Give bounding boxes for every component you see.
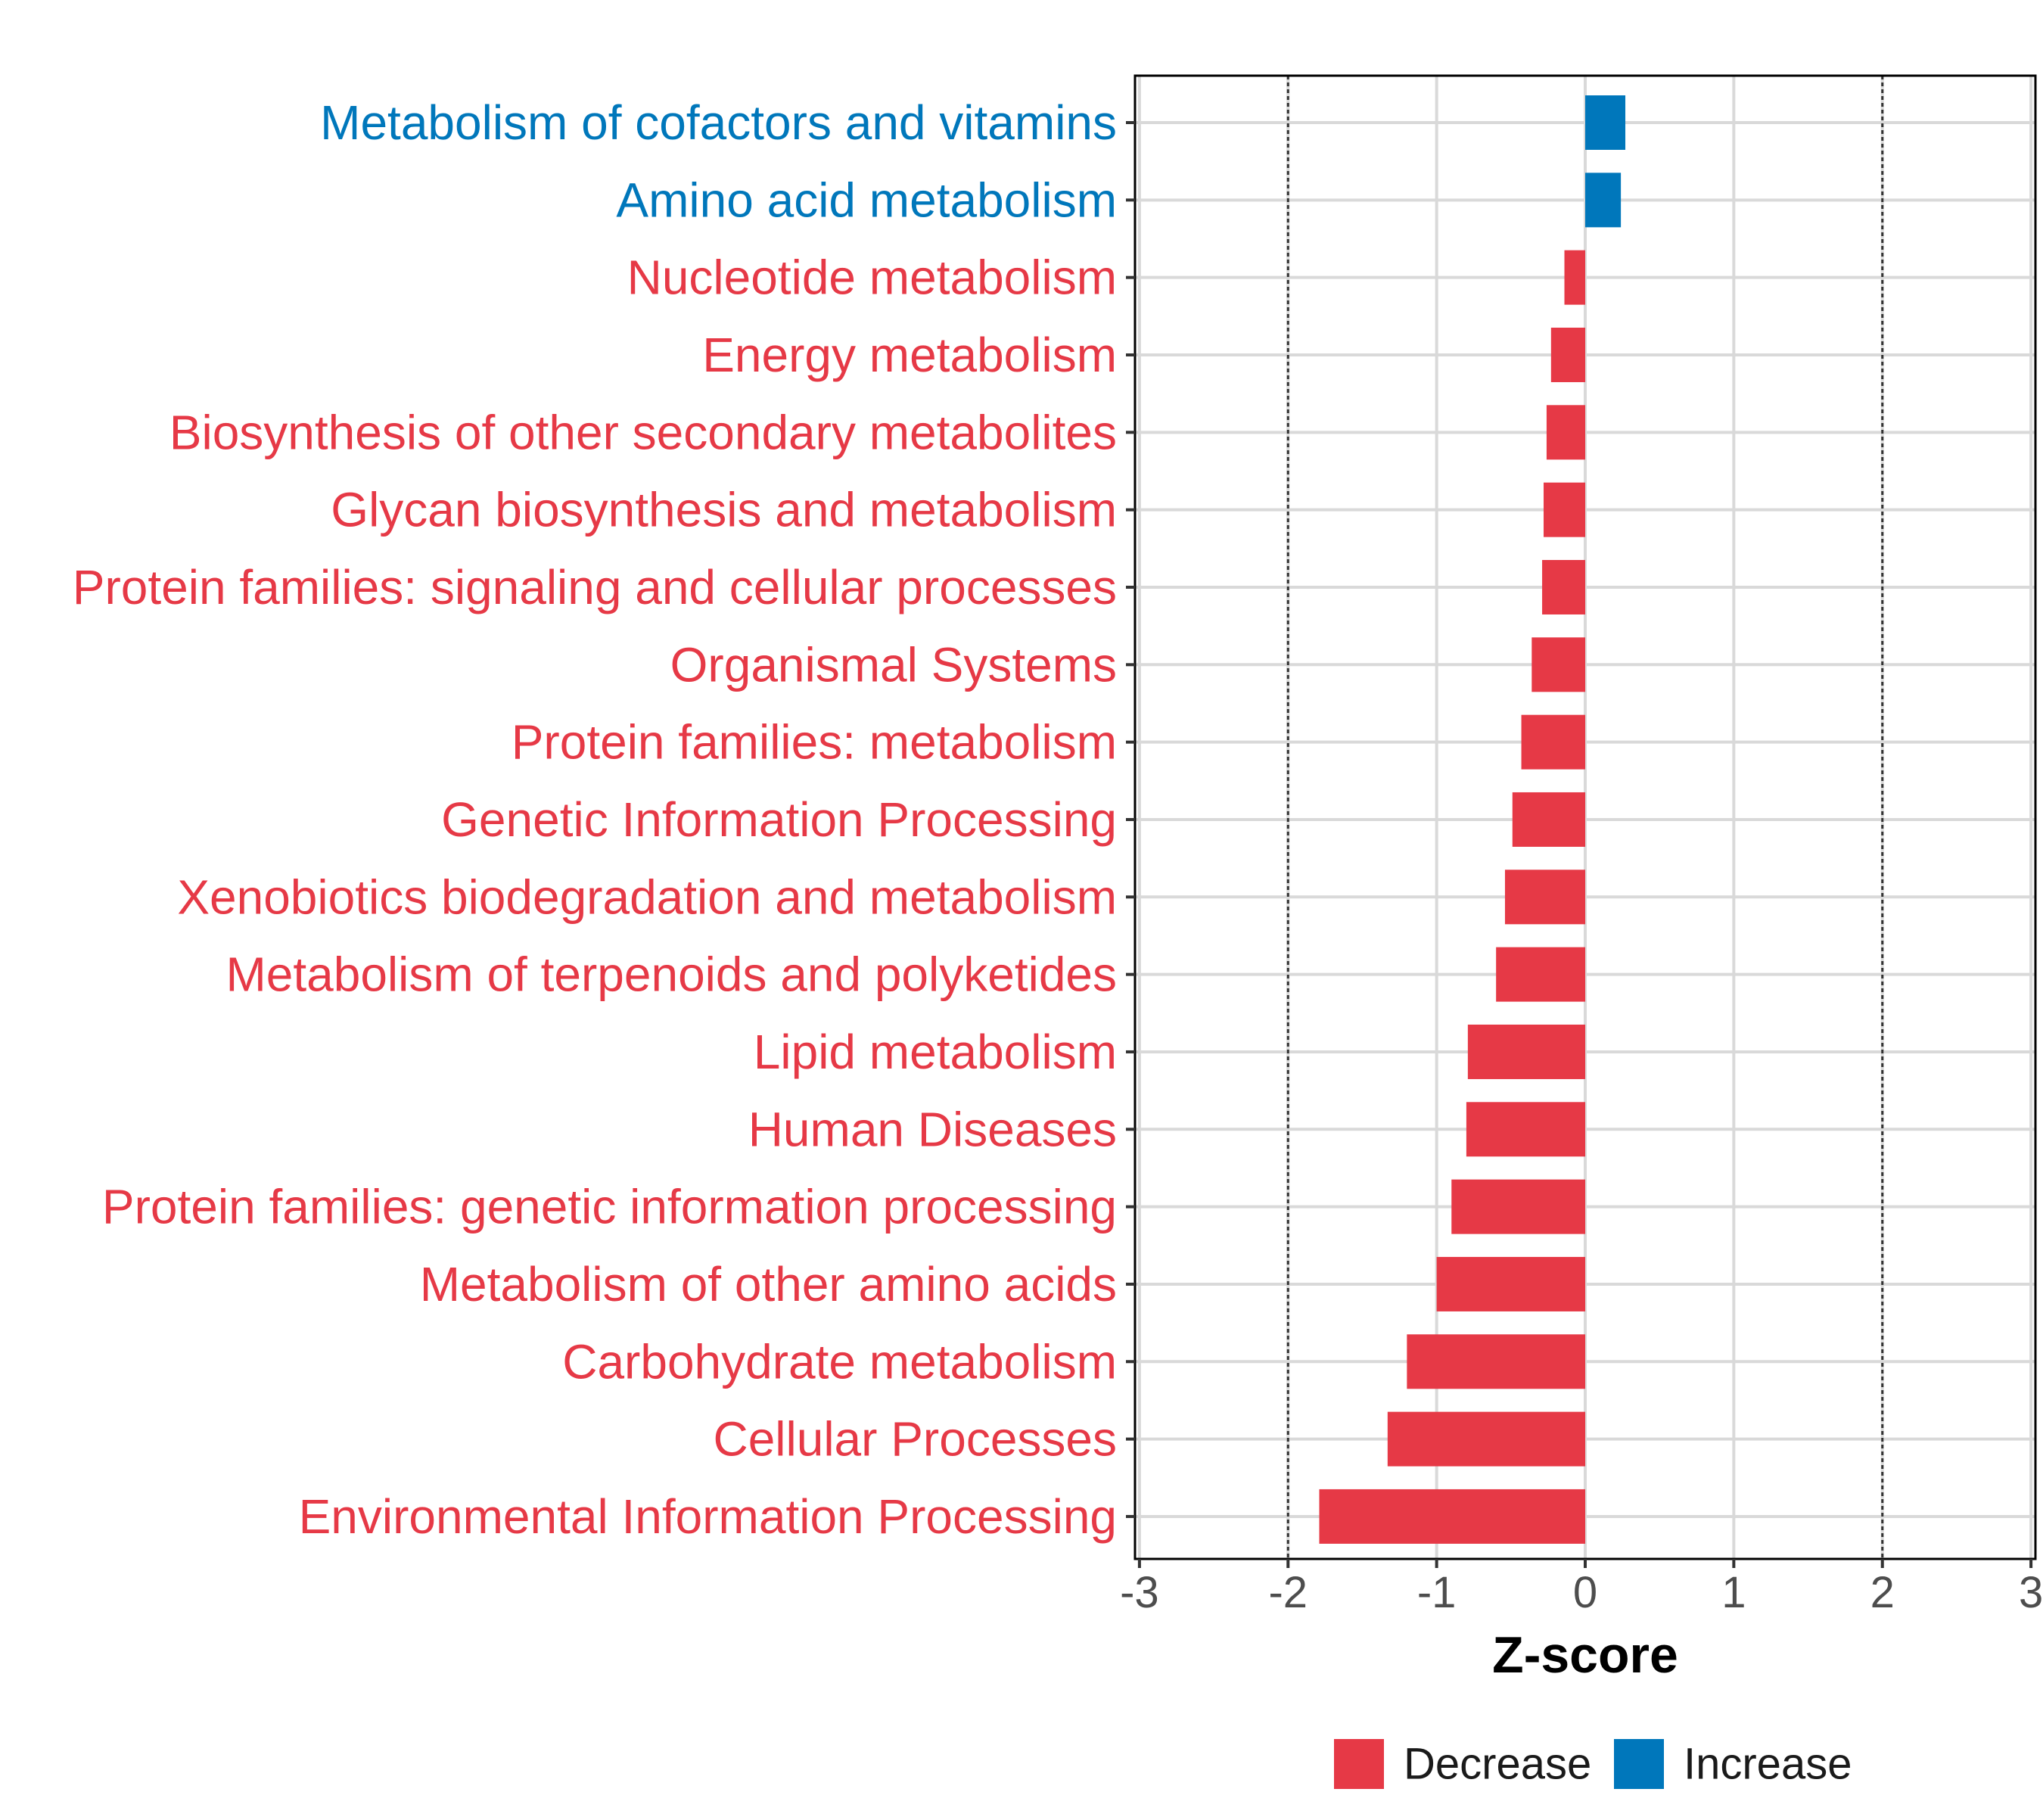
category-label-1: Metabolism of cofactors and vitamins	[320, 95, 1117, 150]
category-label-2: Amino acid metabolism	[616, 173, 1117, 227]
legend-swatch-decrease	[1334, 1739, 1384, 1789]
legend-swatch-increase	[1614, 1739, 1664, 1789]
bar-16	[1436, 1256, 1585, 1311]
x-tick-label: -1	[1417, 1568, 1457, 1617]
bar-7	[1542, 559, 1585, 614]
bar-1	[1585, 95, 1626, 150]
reference-lines	[1286, 76, 1884, 1559]
bar-15	[1451, 1179, 1585, 1234]
legend: Decrease Increase	[1334, 1739, 1852, 1789]
bar-2	[1585, 173, 1622, 228]
category-label-5: Biosynthesis of other secondary metaboli…	[169, 405, 1117, 459]
category-label-4: Energy metabolism	[702, 328, 1117, 382]
bar-12	[1496, 947, 1585, 1002]
bar-9	[1521, 714, 1585, 770]
bar-19	[1319, 1489, 1585, 1544]
category-label-18: Cellular Processes	[713, 1412, 1117, 1467]
bar-10	[1512, 792, 1585, 847]
x-tick-label: 2	[1870, 1568, 1895, 1617]
bar-5	[1546, 405, 1585, 460]
bar-13	[1467, 1024, 1585, 1079]
category-label-12: Metabolism of terpenoids and polyketides	[225, 947, 1117, 1002]
category-label-15: Protein families: genetic information pr…	[102, 1180, 1117, 1234]
legend-label-decrease: Decrease	[1404, 1740, 1591, 1789]
category-label-10: Genetic Information Processing	[441, 792, 1117, 847]
bar-4	[1550, 327, 1585, 382]
category-label-8: Organismal Systems	[670, 637, 1117, 692]
x-tick-label: -3	[1120, 1568, 1159, 1617]
category-label-13: Lipid metabolism	[754, 1025, 1117, 1079]
x-tick-label: 1	[1721, 1568, 1746, 1617]
bars	[1319, 95, 1626, 1544]
y-axis-ticks: Metabolism of cofactors and vitamins Amin…	[73, 95, 1135, 1544]
bar-17	[1407, 1334, 1585, 1389]
legend-label-increase: Increase	[1684, 1740, 1852, 1789]
category-label-14: Human Diseases	[748, 1102, 1117, 1156]
category-label-17: Carbohydrate metabolism	[562, 1334, 1117, 1389]
bar-18	[1387, 1411, 1585, 1467]
bar-8	[1531, 637, 1585, 692]
x-tick-label: 0	[1573, 1568, 1597, 1617]
category-label-11: Xenobiotics biodegradation and metabolis…	[177, 870, 1117, 924]
bar-11	[1504, 870, 1585, 925]
x-axis-ticks: -3 -2 -1 0 1 2 3	[1120, 1559, 2043, 1617]
bar-3	[1564, 250, 1585, 305]
category-label-7: Protein families: signaling and cellular…	[73, 560, 1117, 614]
category-label-19: Environmental Information Processing	[299, 1489, 1117, 1544]
bar-14	[1466, 1102, 1585, 1157]
bar-6	[1544, 482, 1585, 537]
category-label-3: Nucleotide metabolism	[627, 250, 1117, 305]
x-tick-label: -2	[1268, 1568, 1308, 1617]
x-tick-label: 3	[2019, 1568, 2043, 1617]
x-axis-title: Z-score	[1492, 1626, 1678, 1684]
category-label-6: Glycan biosynthesis and metabolism	[331, 483, 1117, 537]
category-label-9: Protein families: metabolism	[512, 715, 1117, 770]
category-label-16: Metabolism of other amino acids	[420, 1257, 1117, 1311]
